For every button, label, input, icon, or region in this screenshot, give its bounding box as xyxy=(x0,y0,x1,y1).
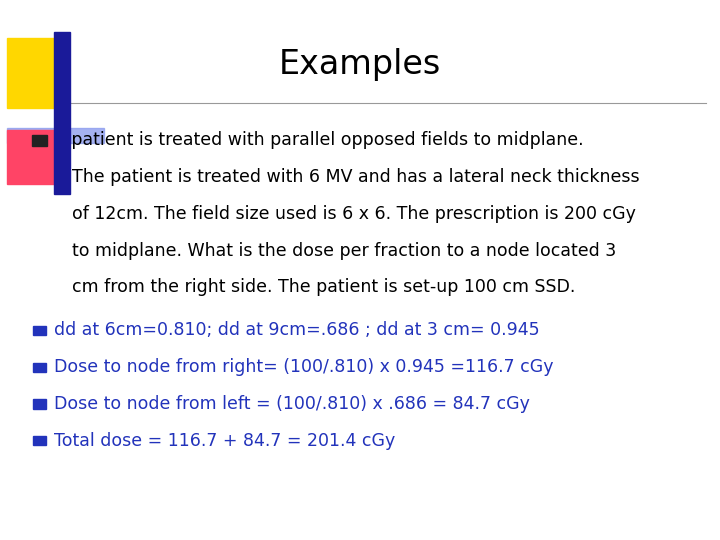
Text: Dose to node from right= (100/.810) x 0.945 =116.7 cGy: Dose to node from right= (100/.810) x 0.… xyxy=(54,358,554,376)
Bar xyxy=(7,38,61,108)
Text: Examples: Examples xyxy=(279,48,441,82)
Text: Total dose = 116.7 + 84.7 = 201.4 cGy: Total dose = 116.7 + 84.7 = 201.4 cGy xyxy=(54,431,395,450)
Bar xyxy=(33,326,46,335)
Bar xyxy=(32,135,47,146)
Text: dd at 6cm=0.810; dd at 9cm=.686 ; dd at 3 cm= 0.945: dd at 6cm=0.810; dd at 9cm=.686 ; dd at … xyxy=(54,321,539,340)
Bar xyxy=(33,436,46,445)
Bar xyxy=(33,400,46,409)
Text: of 12cm. The field size used is 6 x 6. The prescription is 200 cGy: of 12cm. The field size used is 6 x 6. T… xyxy=(72,205,636,223)
Bar xyxy=(7,130,54,184)
Bar xyxy=(33,363,46,372)
Text: The patient is treated with 6 MV and has a lateral neck thickness: The patient is treated with 6 MV and has… xyxy=(72,168,639,186)
Text: Dose to node from left = (100/.810) x .686 = 84.7 cGy: Dose to node from left = (100/.810) x .6… xyxy=(54,395,530,413)
Bar xyxy=(54,32,70,194)
Text: cm from the right side. The patient is set-up 100 cm SSD.: cm from the right side. The patient is s… xyxy=(72,278,575,296)
Text: A patient is treated with parallel opposed fields to midplane.: A patient is treated with parallel oppos… xyxy=(54,131,584,150)
Text: to midplane. What is the dose per fraction to a node located 3: to midplane. What is the dose per fracti… xyxy=(72,241,616,260)
Bar xyxy=(7,128,104,143)
